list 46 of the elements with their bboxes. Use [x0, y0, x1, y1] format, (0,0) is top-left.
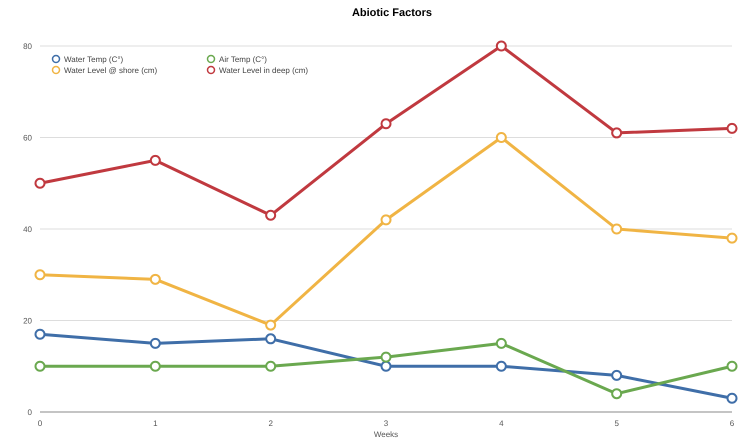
point — [496, 338, 507, 349]
point — [380, 352, 392, 363]
x-tick-label: 0 — [38, 419, 43, 428]
x-tick-label: 4 — [499, 419, 504, 428]
x-tick-label: 5 — [614, 419, 620, 428]
point — [726, 392, 738, 404]
point — [496, 40, 507, 52]
point — [34, 269, 46, 280]
x-tick-label: 2 — [268, 419, 274, 428]
y-tick-label: 20 — [23, 316, 33, 326]
point — [265, 210, 276, 221]
point — [34, 360, 46, 372]
y-tick-label: 0 — [28, 408, 33, 417]
point — [265, 333, 276, 344]
chart-title: Abiotic Factors — [352, 7, 432, 19]
point — [34, 178, 46, 189]
y-tick-label: 40 — [23, 225, 33, 234]
legend-label: Water Level in deep (cm) — [219, 66, 308, 75]
y-tick-label: 80 — [23, 42, 33, 51]
x-tick-label: 6 — [730, 419, 735, 428]
point — [611, 370, 622, 381]
x-tick-label: 3 — [384, 419, 389, 428]
point — [726, 232, 738, 244]
legend-label: Water Level @ shore (cm) — [64, 66, 158, 75]
point — [496, 360, 507, 372]
x-axis-title: Weeks — [374, 430, 398, 439]
point — [34, 328, 46, 340]
point — [150, 154, 161, 166]
point — [150, 274, 161, 285]
x-tick-label: 1 — [153, 419, 158, 428]
point — [265, 360, 276, 372]
point — [611, 224, 622, 234]
point — [150, 338, 161, 349]
point — [726, 122, 738, 134]
point — [611, 127, 622, 138]
point — [496, 132, 507, 143]
point — [380, 360, 392, 372]
y-tick-label: 60 — [23, 134, 33, 142]
legend-label: Air Temp (C°) — [219, 55, 268, 64]
point — [726, 360, 738, 372]
point — [380, 214, 392, 226]
legend-label: Water Temp (C°) — [64, 55, 124, 64]
point — [611, 388, 622, 400]
point — [265, 320, 276, 331]
point — [150, 360, 161, 372]
point — [380, 118, 392, 130]
